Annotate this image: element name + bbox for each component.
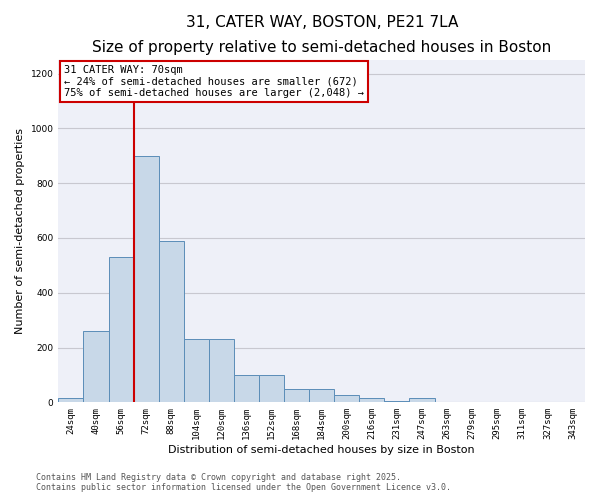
Bar xyxy=(209,340,234,402)
Bar xyxy=(259,375,284,402)
Bar xyxy=(385,401,409,402)
Bar xyxy=(58,398,83,402)
Text: Contains HM Land Registry data © Crown copyright and database right 2025.
Contai: Contains HM Land Registry data © Crown c… xyxy=(36,473,451,492)
Bar xyxy=(109,257,134,402)
Bar xyxy=(134,156,159,402)
X-axis label: Distribution of semi-detached houses by size in Boston: Distribution of semi-detached houses by … xyxy=(169,445,475,455)
Bar xyxy=(359,398,385,402)
Bar xyxy=(83,331,109,402)
Title: 31, CATER WAY, BOSTON, PE21 7LA
Size of property relative to semi-detached house: 31, CATER WAY, BOSTON, PE21 7LA Size of … xyxy=(92,15,551,54)
Bar xyxy=(284,388,309,402)
Bar xyxy=(234,375,259,402)
Bar xyxy=(334,396,359,402)
Text: 31 CATER WAY: 70sqm
← 24% of semi-detached houses are smaller (672)
75% of semi-: 31 CATER WAY: 70sqm ← 24% of semi-detach… xyxy=(64,65,364,98)
Bar xyxy=(159,240,184,402)
Bar xyxy=(409,398,434,402)
Bar xyxy=(184,340,209,402)
Bar xyxy=(309,388,334,402)
Y-axis label: Number of semi-detached properties: Number of semi-detached properties xyxy=(15,128,25,334)
